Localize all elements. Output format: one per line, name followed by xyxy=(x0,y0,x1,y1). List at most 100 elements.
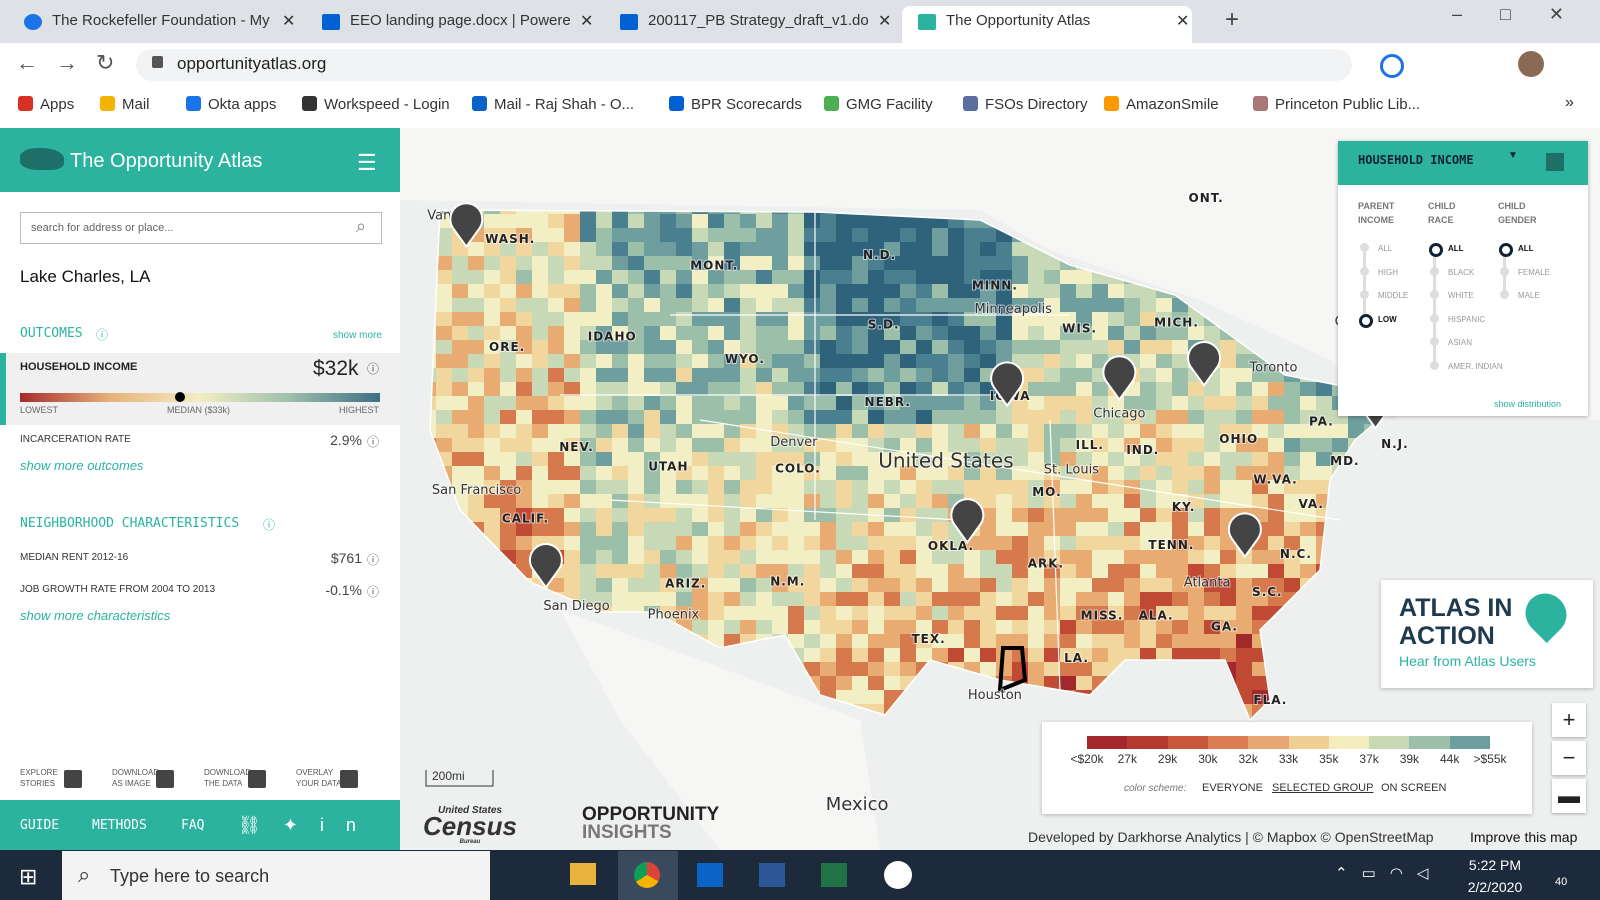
url[interactable]: opportunityatlas.org xyxy=(177,54,327,73)
tool-icon[interactable] xyxy=(156,770,174,788)
tool-label[interactable]: THE DATA xyxy=(204,779,243,788)
bookmark[interactable]: Mail - Raj Shah - O... xyxy=(494,96,635,113)
tool-icon[interactable] xyxy=(248,770,266,788)
show-distribution[interactable]: show distribution xyxy=(1494,399,1562,409)
option-dot[interactable] xyxy=(1430,290,1439,299)
tab[interactable]: 200117_PB Strategy_draft_v1.do xyxy=(648,12,869,29)
search-box[interactable] xyxy=(20,212,382,244)
story-pin[interactable] xyxy=(990,361,1025,408)
zoom-button[interactable]: − xyxy=(1552,741,1586,775)
option-dot[interactable] xyxy=(1430,313,1439,323)
app-slack[interactable] xyxy=(884,861,912,889)
show-more-outcomes[interactable]: show more outcomes xyxy=(20,458,144,473)
option-dot[interactable] xyxy=(1360,243,1369,252)
notification-count[interactable]: 40 xyxy=(1555,876,1568,888)
nav-buttons[interactable]: ←→↻ xyxy=(16,50,133,75)
app-excel[interactable] xyxy=(821,863,847,887)
window-controls[interactable]: –□✕ xyxy=(1452,4,1600,24)
option-label[interactable]: ASIAN xyxy=(1448,338,1473,347)
extension[interactable] xyxy=(1380,54,1404,78)
tool-label[interactable]: DOWNLOAD xyxy=(112,768,160,777)
bookmark[interactable]: FSOs Directory xyxy=(985,96,1088,113)
option-dot[interactable] xyxy=(1360,290,1369,299)
search-placeholder[interactable]: search for address or place... xyxy=(31,222,174,234)
panel-dropdown[interactable]: ▼ xyxy=(1508,150,1518,161)
bookmark[interactable]: GMG Facility xyxy=(846,96,933,113)
clock-time[interactable]: 5:22 PM xyxy=(1468,857,1522,873)
avatar[interactable] xyxy=(1518,51,1544,77)
panel-minimize[interactable] xyxy=(1546,153,1564,171)
zoom-button[interactable]: + xyxy=(1552,703,1586,737)
tab-close[interactable]: ✕ xyxy=(580,13,594,30)
tool-label[interactable]: AS IMAGE xyxy=(112,779,151,788)
bookmark[interactable]: Apps xyxy=(40,96,75,113)
option-dot[interactable] xyxy=(1499,243,1513,257)
scheme-option[interactable]: ON SCREEN xyxy=(1381,782,1447,794)
option-dot[interactable] xyxy=(1500,290,1509,299)
option-label[interactable]: ALL xyxy=(1518,244,1534,253)
tool-label[interactable]: OVERLAY xyxy=(296,768,334,777)
tool-label[interactable]: EXPLORE xyxy=(20,768,58,777)
option-label[interactable]: ALL xyxy=(1448,244,1464,253)
option-label[interactable]: ALL xyxy=(1378,244,1393,253)
tool-label[interactable]: STORIES xyxy=(20,779,55,788)
tool-label[interactable]: DOWNLOAD xyxy=(204,768,252,777)
selected-outcome[interactable] xyxy=(0,353,400,425)
bookmark[interactable]: AmazonSmile xyxy=(1126,96,1219,113)
bookmark[interactable]: Workspeed - Login xyxy=(324,96,450,113)
option-label[interactable]: BLACK xyxy=(1448,267,1475,277)
option-label[interactable]: MIDDLE xyxy=(1378,291,1409,300)
omnibox[interactable] xyxy=(136,49,1352,81)
option-dot[interactable] xyxy=(1430,337,1439,346)
info-icon[interactable]: ⓘ xyxy=(367,362,380,376)
info-icon[interactable]: ⓘ xyxy=(263,518,276,532)
option-dot[interactable] xyxy=(1360,266,1369,276)
panel-title[interactable]: HOUSEHOLD INCOME xyxy=(1358,153,1474,167)
footer-link[interactable]: METHODS xyxy=(92,818,147,833)
bookmark[interactable]: Okta apps xyxy=(208,96,277,113)
tab[interactable]: The Opportunity Atlas xyxy=(902,6,1192,43)
bookmark[interactable]: BPR Scorecards xyxy=(691,96,802,113)
story-pin[interactable] xyxy=(528,543,563,590)
option-label[interactable]: HIGH xyxy=(1378,267,1398,277)
option-label[interactable]: FEMALE xyxy=(1518,267,1551,277)
option-dot[interactable] xyxy=(1500,266,1509,276)
tab-close[interactable]: ✕ xyxy=(1176,13,1190,30)
app-outlook[interactable] xyxy=(697,863,723,887)
tab-close[interactable]: ✕ xyxy=(878,13,892,30)
tab-close[interactable]: ✕ xyxy=(282,13,296,30)
scheme-option[interactable]: SELECTED GROUP xyxy=(1272,782,1374,794)
clock-date[interactable]: 2/2/2020 xyxy=(1467,879,1523,895)
option-dot[interactable] xyxy=(1359,313,1373,328)
info-icon[interactable]: ⓘ xyxy=(367,435,380,449)
show-more[interactable]: show more xyxy=(333,330,382,341)
menu[interactable]: ☰ xyxy=(357,150,377,175)
show-more-characteristics[interactable]: show more characteristics xyxy=(20,608,171,623)
story-pin[interactable] xyxy=(1227,512,1262,559)
option-label[interactable]: LOW xyxy=(1378,314,1397,324)
option-dot[interactable] xyxy=(1430,360,1439,370)
scheme-option[interactable]: EVERYONE xyxy=(1202,782,1263,794)
footer-link[interactable]: GUIDE xyxy=(20,818,60,833)
info-icon[interactable]: ⓘ xyxy=(367,585,380,599)
improve-map[interactable]: Improve this map xyxy=(1470,829,1578,845)
social-icons[interactable]: ⛓✦in f xyxy=(238,815,432,835)
tab[interactable]: The Rockefeller Foundation - My xyxy=(52,12,270,29)
tool-icon[interactable] xyxy=(64,770,82,788)
new-tab[interactable]: + xyxy=(1225,6,1240,33)
app-explorer[interactable] xyxy=(570,863,596,885)
info-icon[interactable]: ⓘ xyxy=(367,553,380,567)
option-label[interactable]: AMER. INDIAN xyxy=(1448,361,1503,371)
info-icon[interactable]: ⓘ xyxy=(96,328,109,342)
option-dot[interactable] xyxy=(1429,243,1443,257)
story-pin[interactable] xyxy=(449,202,484,249)
bookmark[interactable]: Mail xyxy=(122,96,150,113)
story-pin[interactable] xyxy=(1187,340,1222,388)
footer-link[interactable]: FAQ xyxy=(181,818,205,833)
tool-icon[interactable] xyxy=(340,770,358,788)
option-label[interactable]: MALE xyxy=(1518,291,1540,300)
option-label[interactable]: WHITE xyxy=(1448,291,1474,300)
app-word[interactable] xyxy=(759,863,785,887)
bookmarks-more[interactable]: » xyxy=(1565,94,1574,111)
zoom-button[interactable]: ▬ xyxy=(1552,779,1586,813)
